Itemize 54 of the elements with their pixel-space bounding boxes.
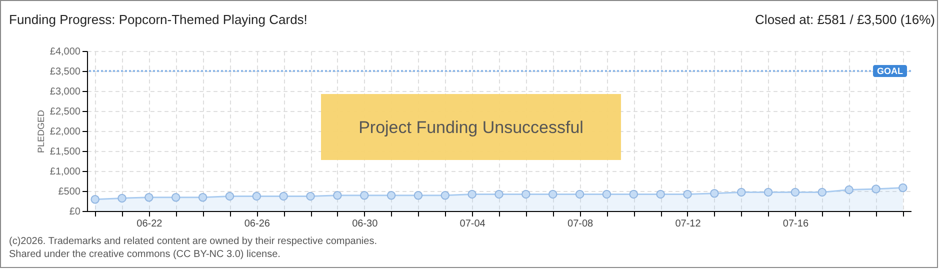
y-tick-label: £1,500 [50,146,81,158]
point [656,190,665,199]
point [844,185,854,194]
y-tick-label: £2,000 [50,126,81,138]
x-tick-label: 07-08 [567,218,594,230]
point [575,190,584,199]
x-tick-label: 07-12 [675,218,702,230]
point [90,195,100,204]
point [333,191,342,200]
point [279,192,288,201]
point [764,188,773,197]
y-tick-label: £1,000 [50,166,81,178]
point [898,183,908,192]
text: (c)2026. Trademarks and related content are owned by their respective companies. [9,236,377,247]
point [548,190,558,199]
point [118,194,126,203]
x-tick-label: 07-16 [782,218,809,230]
ref-line-label: GOAL [877,66,904,76]
point [468,190,476,199]
x-tick-label: 07-04 [460,218,486,230]
y-axis-title: PLEDGED [36,109,46,154]
point [522,190,530,199]
text: Shared under the creative commons (CC BY-NC 3.0) license. [9,249,280,260]
point [360,191,369,200]
y-tick-label: £500 [58,186,81,198]
point [440,191,450,200]
point [144,193,154,202]
y-tick-label: £4,000 [50,46,81,58]
point [306,192,315,201]
point [414,191,423,200]
chart-subtitle: Closed at: £581 / £3,500 (16%) [755,12,935,27]
chart-title: Funding Progress: Popcorn-Themed Playing Cards! [9,12,308,27]
point [171,193,180,202]
x-tick-label: 06-30 [352,218,378,230]
point [252,192,262,201]
y-tick-label: £0 [69,206,81,218]
point [790,188,800,197]
point [736,188,746,197]
point [494,190,504,199]
x-tick-label: 06-26 [244,218,270,230]
point [386,191,396,200]
point [602,190,612,199]
y-tick-label: £3,500 [50,66,81,78]
point [818,188,827,197]
point [198,193,208,202]
point [683,190,692,199]
y-tick-label: £3,000 [50,86,81,98]
point [629,190,638,199]
point [225,192,234,201]
x-tick-label: 06-22 [136,218,163,230]
annotation: Project Funding Unsuccessful [358,118,584,137]
point [872,184,880,194]
y-tick-label: £2,500 [50,106,81,118]
point [710,189,719,198]
